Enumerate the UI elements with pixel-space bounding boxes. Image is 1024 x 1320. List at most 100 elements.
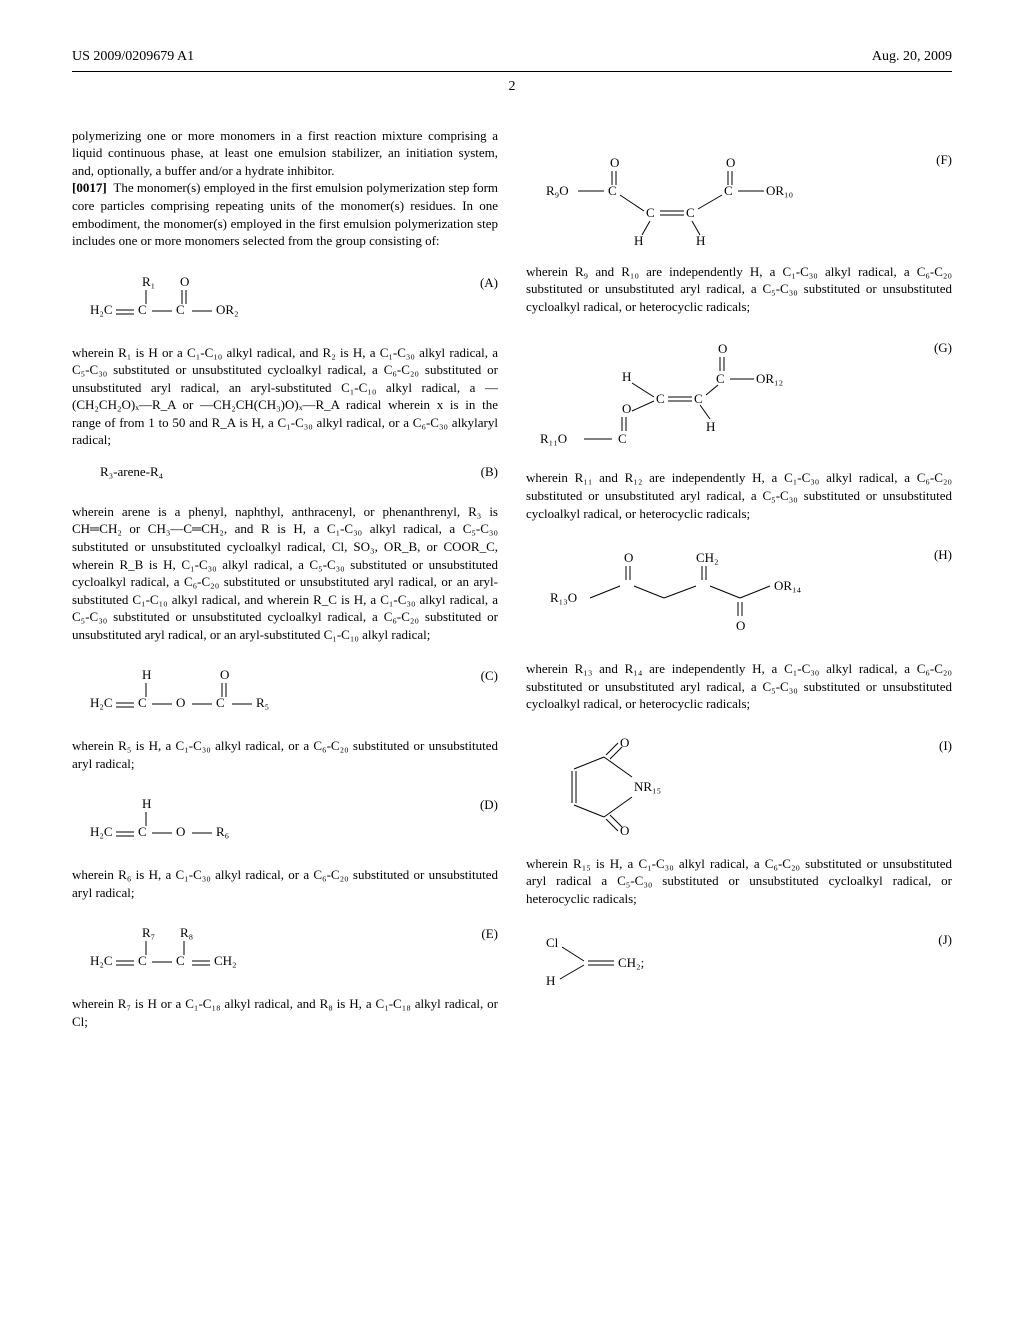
svg-text:C: C [716,371,725,386]
svg-text:H: H [546,973,555,988]
page-number: 2 [72,78,952,97]
svg-text:R₁₁O: R₁₁O [540,431,567,446]
desc-F: wherein R₉ and R₁₀ are independently H, … [526,263,952,316]
formula-label-D: (D) [480,796,498,814]
desc-C: wherein R₅ is H, a C₁-C₃₀ alkyl radical,… [72,737,498,772]
svg-text:C: C [216,695,225,710]
formula-D: (D) H H₂C C O R₆ [72,796,498,848]
svg-text:OR₁₂: OR₁₂ [756,371,783,386]
two-column-layout: polymerizing one or more monomers in a f… [72,127,952,1031]
svg-text:H: H [696,233,705,245]
svg-text:C: C [646,205,655,220]
svg-text:R₁: R₁ [142,274,155,289]
formula-B: (B) R₃-arene-R₄ [72,463,498,489]
svg-text:H: H [142,796,151,811]
formula-D-structure: H H₂C C O R₆ [72,796,498,848]
svg-text:C: C [686,205,695,220]
formula-label-G: (G) [934,339,952,357]
formula-F-structure: O O R₉O C C [526,151,952,245]
left-column: polymerizing one or more monomers in a f… [72,127,498,1031]
svg-text:O: O [180,274,189,289]
svg-text:C: C [138,953,147,968]
patent-date: Aug. 20, 2009 [872,48,952,67]
patent-number: US 2009/0209679 A1 [72,48,194,67]
formula-label-I: (I) [939,737,952,755]
svg-text:C: C [176,302,185,317]
formula-E-structure: R₇ R₈ H₂C C C CH₂ [72,925,498,977]
svg-text:H: H [142,667,151,682]
svg-text:O: O [622,401,631,416]
desc-H: wherein R₁₃ and R₁₄ are independently H,… [526,660,952,713]
desc-A: wherein R₁ is H or a C₁-C₁₀ alkyl radica… [72,344,498,449]
svg-text:OR₂: OR₂ [216,302,239,317]
svg-text:C: C [694,391,703,406]
svg-text:H: H [634,233,643,245]
svg-text:H₂C: H₂C [90,953,113,968]
paragraph-0017: [0017] The monomer(s) employed in the fi… [72,179,498,249]
svg-text:R₅: R₅ [256,695,269,710]
svg-text:C: C [724,183,733,198]
formula-label-A: (A) [480,274,498,292]
svg-text:H: H [706,419,715,434]
header-rule [72,71,952,72]
svg-text:C: C [176,953,185,968]
svg-text:Cl: Cl [546,935,559,950]
svg-text:O: O [620,823,629,837]
formula-label-H: (H) [934,546,952,564]
svg-text:H₂C: H₂C [90,695,113,710]
svg-text:O: O [736,618,745,633]
desc-D: wherein R₆ is H, a C₁-C₃₀ alkyl radical,… [72,866,498,901]
svg-text:C: C [608,183,617,198]
formula-A-structure: R₁ O H₂C C C OR₂ [72,274,498,326]
svg-text:O: O [610,155,619,170]
formula-C: (C) H O H₂C C [72,667,498,719]
formula-A: (A) R₁ O H₂C C [72,274,498,326]
page: US 2009/0209679 A1 Aug. 20, 2009 2 polym… [0,0,1024,1079]
formula-J-structure: Cl H CH₂; [526,931,952,991]
svg-text:C: C [618,431,627,446]
svg-text:O: O [176,824,185,839]
formula-H-structure: O CH₂ R₁₃O OR₁₄ [526,546,952,642]
formula-label-E: (E) [481,925,498,943]
right-column: (F) O O R₉O C [526,127,952,1031]
para-0017-text: The monomer(s) employed in the first emu… [72,180,498,248]
svg-text:C: C [656,391,665,406]
svg-text:O: O [220,667,229,682]
formula-G: (G) O C OR₁₂ H C [526,339,952,451]
svg-text:O: O [620,737,629,750]
desc-G: wherein R₁₁ and R₁₂ are independently H,… [526,469,952,522]
formula-B-structure: R₃-arene-R₄ [72,463,498,481]
svg-text:OR₁₀: OR₁₀ [766,183,793,198]
svg-text:R₈: R₈ [180,925,193,940]
formula-F: (F) O O R₉O C [526,151,952,245]
desc-I: wherein R₁₅ is H, a C₁-C₃₀ alkyl radical… [526,855,952,908]
formula-I: (I) [526,737,952,837]
svg-text:C: C [138,695,147,710]
formula-J: (J) Cl H CH₂; [526,931,952,1001]
svg-text:H₂C: H₂C [90,302,113,317]
svg-text:C: C [138,824,147,839]
svg-text:O: O [726,155,735,170]
svg-text:R₁₃O: R₁₃O [550,590,577,605]
svg-text:O: O [176,695,185,710]
formula-label-F: (F) [936,151,952,169]
svg-text:NR₁₅: NR₁₅ [634,779,661,794]
desc-E: wherein R₇ is H or a C₁-C₁₈ alkyl radica… [72,995,498,1030]
svg-text:O: O [624,550,633,565]
svg-text:CH₂: CH₂ [696,550,719,565]
formula-C-structure: H O H₂C C O C [72,667,498,719]
svg-text:R₇: R₇ [142,925,155,940]
formula-label-B: (B) [481,463,498,481]
header-bar: US 2009/0209679 A1 Aug. 20, 2009 [72,48,952,71]
desc-B: wherein arene is a phenyl, naphthyl, ant… [72,503,498,643]
svg-text:O: O [718,341,727,356]
para-number-0017: [0017] [72,180,107,195]
svg-text:R₉O: R₉O [546,183,569,198]
svg-text:H₂C: H₂C [90,824,113,839]
formula-G-structure: O C OR₁₂ H C C [526,339,952,451]
formula-label-C: (C) [481,667,498,685]
svg-text:R₆: R₆ [216,824,229,839]
formula-label-J: (J) [938,931,952,949]
formula-I-structure: O O NR₁₅ [526,737,952,837]
formula-H: (H) O CH₂ R₁₃O [526,546,952,642]
